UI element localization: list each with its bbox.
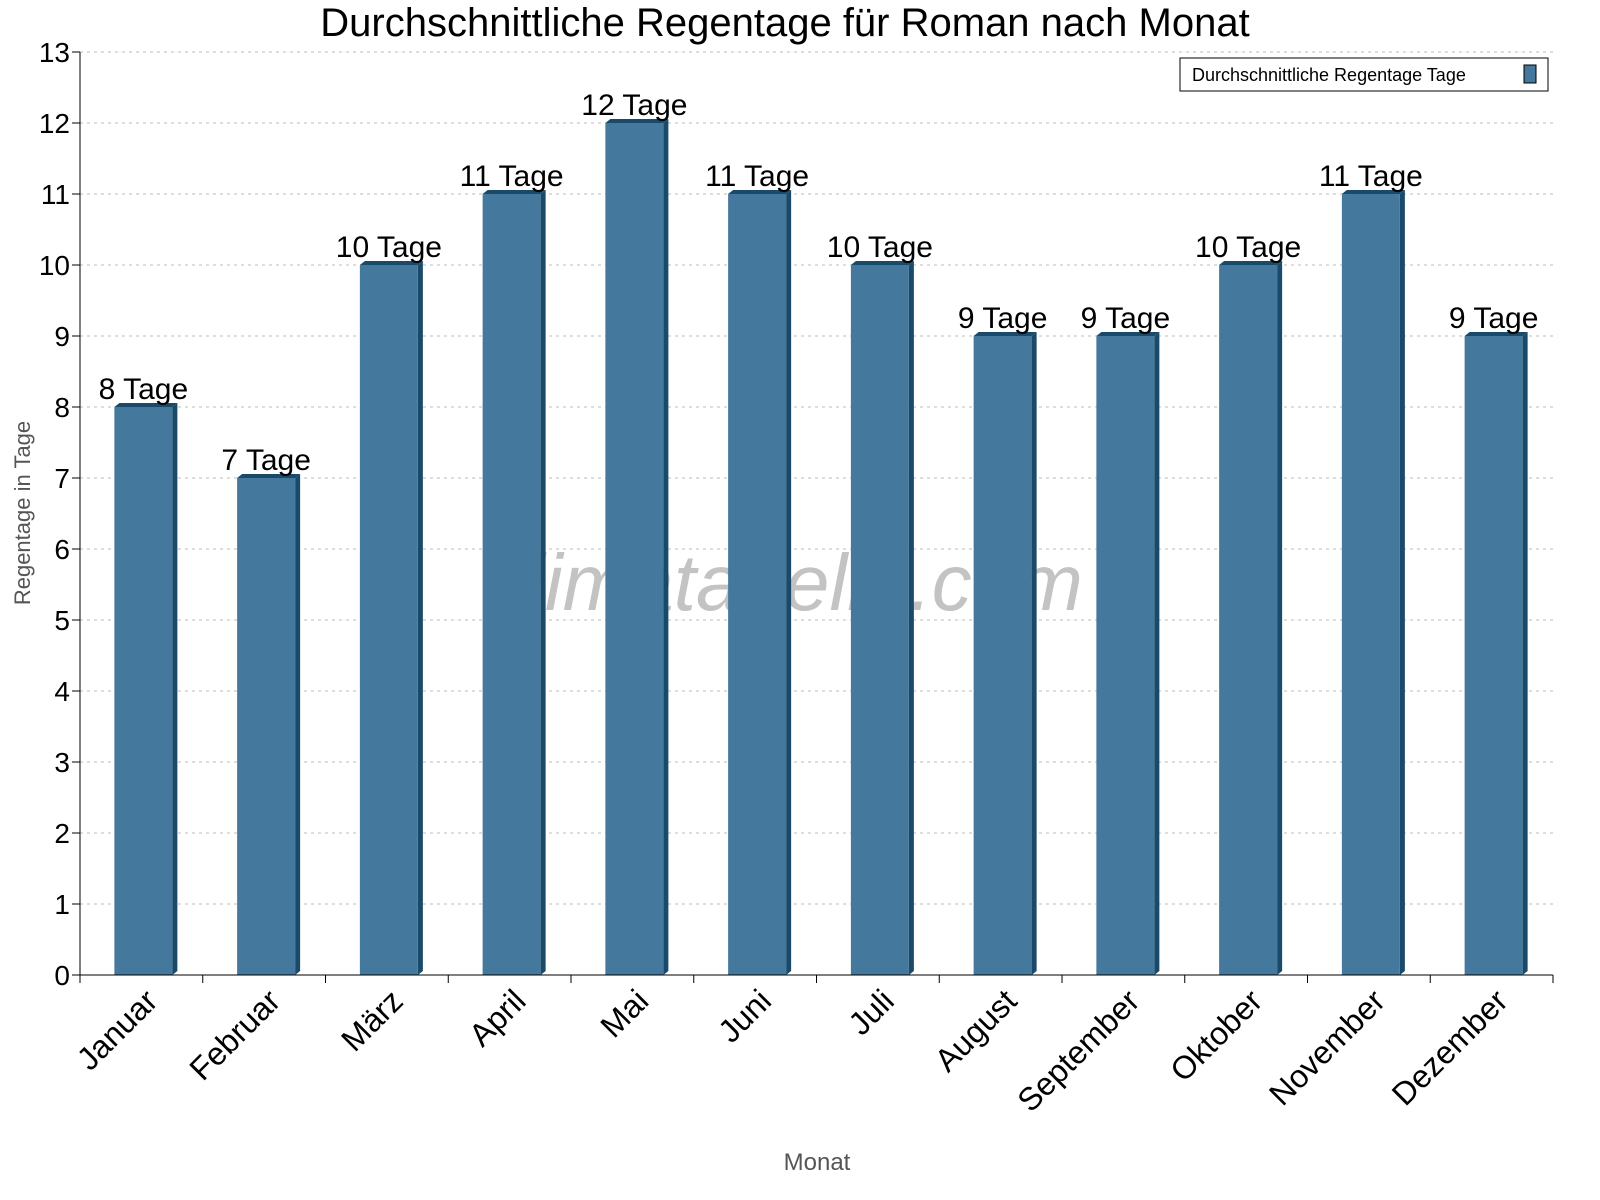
- x-tick-label: März: [334, 982, 410, 1058]
- x-tick-label: Juni: [711, 982, 778, 1049]
- data-label: 9 Tage: [1449, 302, 1539, 335]
- bar-top: [728, 190, 792, 194]
- bar-top: [1096, 332, 1160, 336]
- y-tick-label: 10: [39, 250, 70, 281]
- bar-side: [663, 119, 669, 975]
- bar: [973, 336, 1032, 975]
- bar-side: [786, 190, 792, 975]
- bar-top: [237, 474, 301, 478]
- bar: [728, 194, 787, 975]
- bar: [605, 123, 664, 975]
- bar: [237, 478, 296, 975]
- bar-top: [850, 261, 914, 265]
- legend: Durchschnittliche Regentage Tage: [1179, 57, 1549, 92]
- x-tick-label: Juli: [841, 982, 900, 1041]
- legend-swatch: [1523, 64, 1537, 84]
- data-label: 7 Tage: [221, 444, 311, 477]
- bar-side: [417, 261, 423, 975]
- y-tick-label: 8: [54, 392, 70, 423]
- bar-top: [1341, 190, 1405, 194]
- x-axis-label: Monat: [784, 1149, 851, 1176]
- x-tick-label: Februar: [182, 982, 287, 1087]
- bar-top: [114, 403, 178, 407]
- bar-side: [1277, 261, 1283, 975]
- bar: [114, 407, 173, 975]
- bar-top: [605, 119, 669, 123]
- y-tick-label: 12: [39, 108, 70, 139]
- bar-side: [1522, 332, 1528, 975]
- y-tick-label: 13: [39, 37, 70, 68]
- data-label: 10 Tage: [1195, 231, 1301, 264]
- y-tick-label: 1: [54, 889, 70, 920]
- y-tick-label: 11: [41, 179, 70, 210]
- y-tick-label: 0: [54, 960, 70, 991]
- data-label: 11 Tage: [460, 160, 564, 193]
- y-axis-label: Regentage in Tage: [10, 421, 35, 605]
- data-label: 8 Tage: [99, 373, 189, 406]
- data-label: 10 Tage: [336, 231, 442, 264]
- y-tick-label: 5: [54, 605, 70, 636]
- bar-side: [1399, 190, 1405, 975]
- bar-top: [1464, 332, 1528, 336]
- data-label: 9 Tage: [1081, 302, 1171, 335]
- bar-side: [1154, 332, 1160, 975]
- bar-top: [359, 261, 423, 265]
- bar: [1219, 265, 1278, 975]
- data-label: 11 Tage: [705, 160, 809, 193]
- x-tick-label: August: [928, 982, 1024, 1078]
- bar: [359, 265, 418, 975]
- y-tick-label: 2: [54, 818, 70, 849]
- bar-side: [172, 403, 178, 975]
- bar: [1341, 194, 1400, 975]
- bar-top: [482, 190, 546, 194]
- y-tick-label: 4: [54, 676, 70, 707]
- y-tick-label: 7: [54, 463, 70, 494]
- x-tick-label: Dezember: [1385, 982, 1515, 1112]
- data-label: 11 Tage: [1319, 160, 1423, 193]
- x-tick-label: Mai: [593, 982, 655, 1044]
- bar: [850, 265, 909, 975]
- data-label: 9 Tage: [958, 302, 1048, 335]
- x-tick-label: Januar: [70, 982, 165, 1077]
- legend-label: Durchschnittliche Regentage Tage: [1192, 65, 1466, 85]
- bar: [482, 194, 541, 975]
- data-label: 10 Tage: [827, 231, 933, 264]
- y-tick-label: 9: [54, 321, 70, 352]
- y-tick-label: 3: [54, 747, 70, 778]
- x-tick-label: September: [1010, 982, 1146, 1118]
- bar-top: [1219, 261, 1283, 265]
- bar-side: [295, 474, 301, 975]
- bar-side: [908, 261, 914, 975]
- bar: [1464, 336, 1523, 975]
- chart-title: Durchschnittliche Regentage für Roman na…: [320, 1, 1249, 45]
- bar: [1096, 336, 1155, 975]
- legend-box: [1179, 57, 1549, 92]
- data-label: 12 Tage: [581, 89, 687, 122]
- bar-side: [1031, 332, 1037, 975]
- x-tick-label: April: [462, 982, 533, 1053]
- bar-top: [973, 332, 1037, 336]
- x-tick-label: Oktober: [1163, 982, 1269, 1088]
- x-tick-label: November: [1262, 982, 1392, 1112]
- y-tick-label: 6: [54, 534, 70, 565]
- bar-side: [540, 190, 546, 975]
